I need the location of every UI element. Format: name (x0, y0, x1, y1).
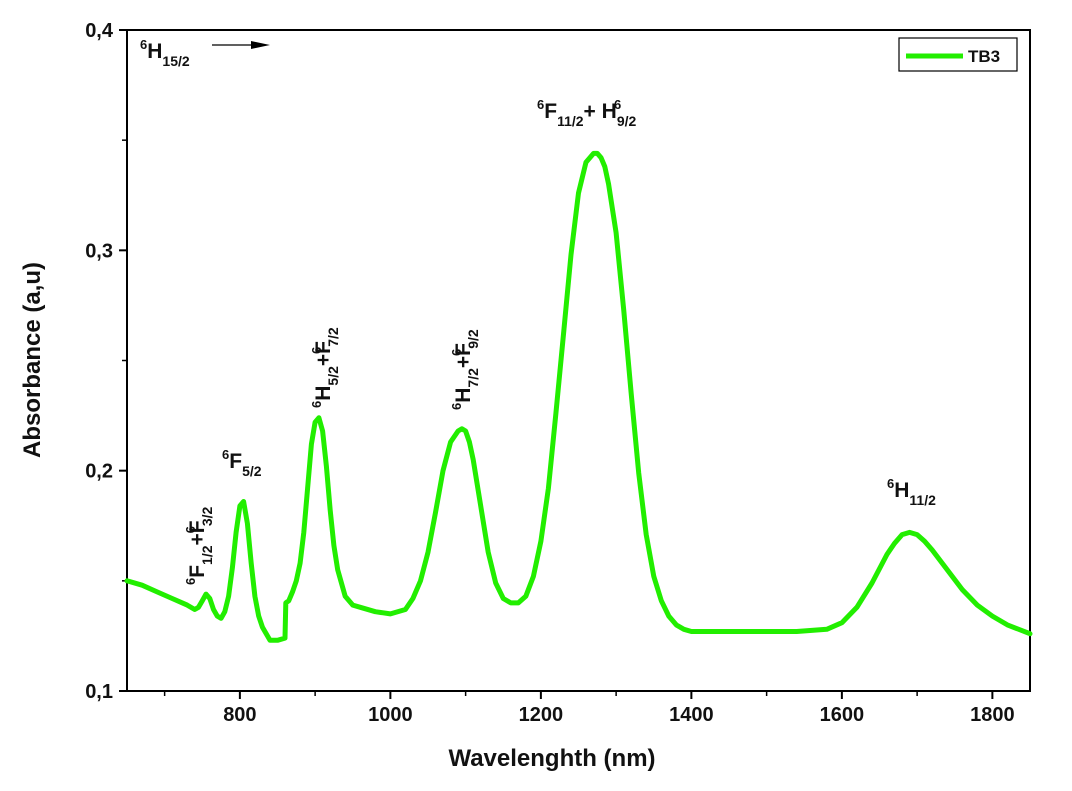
annotation-6h5-2-6f7-2: 6H5/2+F67/2 (309, 327, 341, 408)
annotation-6h11-2-text: 6H11/2 (887, 476, 936, 508)
annotation-6h7-2-6f9-2: 6H7/2+F69/2 (449, 329, 481, 410)
annotation-6h11-2: 6H11/2 (887, 476, 936, 508)
y-tick-label: 0,4 (85, 20, 114, 42)
annotation-6h15-2-text: 6H15/2 (140, 37, 190, 69)
x-tick-label: 1600 (820, 704, 865, 726)
arrow-icon (212, 41, 270, 49)
annotation-6h15-2: 6H15/2 (140, 37, 270, 69)
series-layer (124, 150, 1033, 643)
plot-frame (126, 29, 1031, 692)
annotation-6h7-2-6f9-2-text: 6H7/2+F69/2 (449, 329, 481, 410)
y-axis-ticks: 0,1 0,2 0,3 0,4 (85, 20, 127, 703)
y-tick-label: 0,2 (85, 461, 113, 483)
annotation-6f11-2-6h9-2-text: 6F11/2+ H9/26 (537, 97, 636, 129)
x-tick-label: 800 (223, 704, 256, 726)
y-axis-title: Absorbance (a,u) (19, 262, 46, 458)
x-tick-label: 1400 (669, 704, 714, 726)
transition-annotations: 6H15/2 6F1/2+F63/2 6F5/2 6H5/2+F67/2 6H7… (140, 37, 936, 585)
series-line-tb3 (124, 150, 1033, 643)
annotation-6f11-2-6h9-2: 6F11/2+ H9/26 (537, 97, 636, 129)
x-tick-label: 1200 (519, 704, 564, 726)
legend: TB3 (898, 37, 1018, 72)
x-axis-title: Wavelenghth (nm) (448, 745, 655, 772)
annotation-6f1-2-6f3-2: 6F1/2+F63/2 (183, 506, 215, 585)
y-tick-label: 0,3 (85, 240, 113, 262)
y-tick-label: 0,1 (85, 681, 113, 703)
annotation-6f5-2: 6F5/2 (222, 447, 262, 479)
annotation-6f1-2-6f3-2-text: 6F1/2+F63/2 (183, 506, 215, 585)
x-tick-label: 1000 (368, 704, 413, 726)
plot-area (126, 29, 1031, 692)
annotation-6f5-2-text: 6F5/2 (222, 447, 262, 479)
legend-label-tb3: TB3 (968, 47, 1000, 66)
x-axis-ticks: 800 1000 1200 1400 1600 1800 (163, 691, 1015, 726)
annotation-6h5-2-6f7-2-text: 6H5/2+F67/2 (309, 327, 341, 408)
x-tick-label: 1800 (970, 704, 1015, 726)
